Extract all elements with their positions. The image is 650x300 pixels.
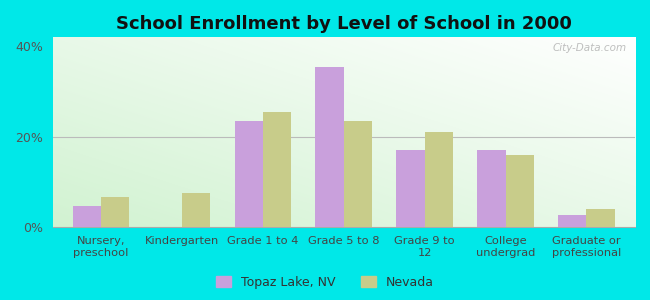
Bar [506,154,534,227]
Bar [344,121,372,227]
Bar [235,121,263,227]
Bar [101,197,129,227]
Bar [263,112,291,227]
Bar [586,208,615,227]
Text: City-Data.com: City-Data.com [552,43,626,53]
Bar [73,206,101,227]
Bar [424,132,453,227]
Legend: Topaz Lake, NV, Nevada: Topaz Lake, NV, Nevada [211,271,439,294]
Bar [315,67,344,227]
Title: School Enrollment by Level of School in 2000: School Enrollment by Level of School in … [116,15,572,33]
Bar [477,150,506,227]
Bar [558,215,586,227]
Bar [182,193,211,227]
Bar [396,150,424,227]
